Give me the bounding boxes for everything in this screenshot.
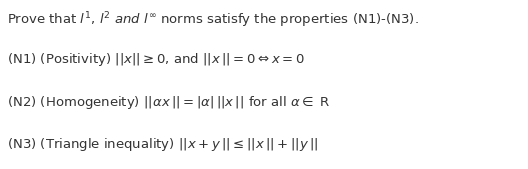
Text: Prove that $l^1$, $l^2$ $\mathit{and}$ $l^\infty$ norms satisfy the properties (: Prove that $l^1$, $l^2$ $\mathit{and}$ $… <box>7 10 419 30</box>
Text: (N2) (Homogeneity) $||\alpha x\,|| = |\alpha|\,||x\,||$ for all $\alpha \in$ R: (N2) (Homogeneity) $||\alpha x\,|| = |\a… <box>7 94 331 111</box>
Text: (N3) (Triangle inequality) $||x + y\,|| \leq ||x\,|| + ||y\,||$: (N3) (Triangle inequality) $||x + y\,|| … <box>7 136 318 153</box>
Text: (N1) (Positivity) $||x|| \geq 0$, and $||x\,|| = 0 \Leftrightarrow x = 0$: (N1) (Positivity) $||x|| \geq 0$, and $|… <box>7 52 305 68</box>
